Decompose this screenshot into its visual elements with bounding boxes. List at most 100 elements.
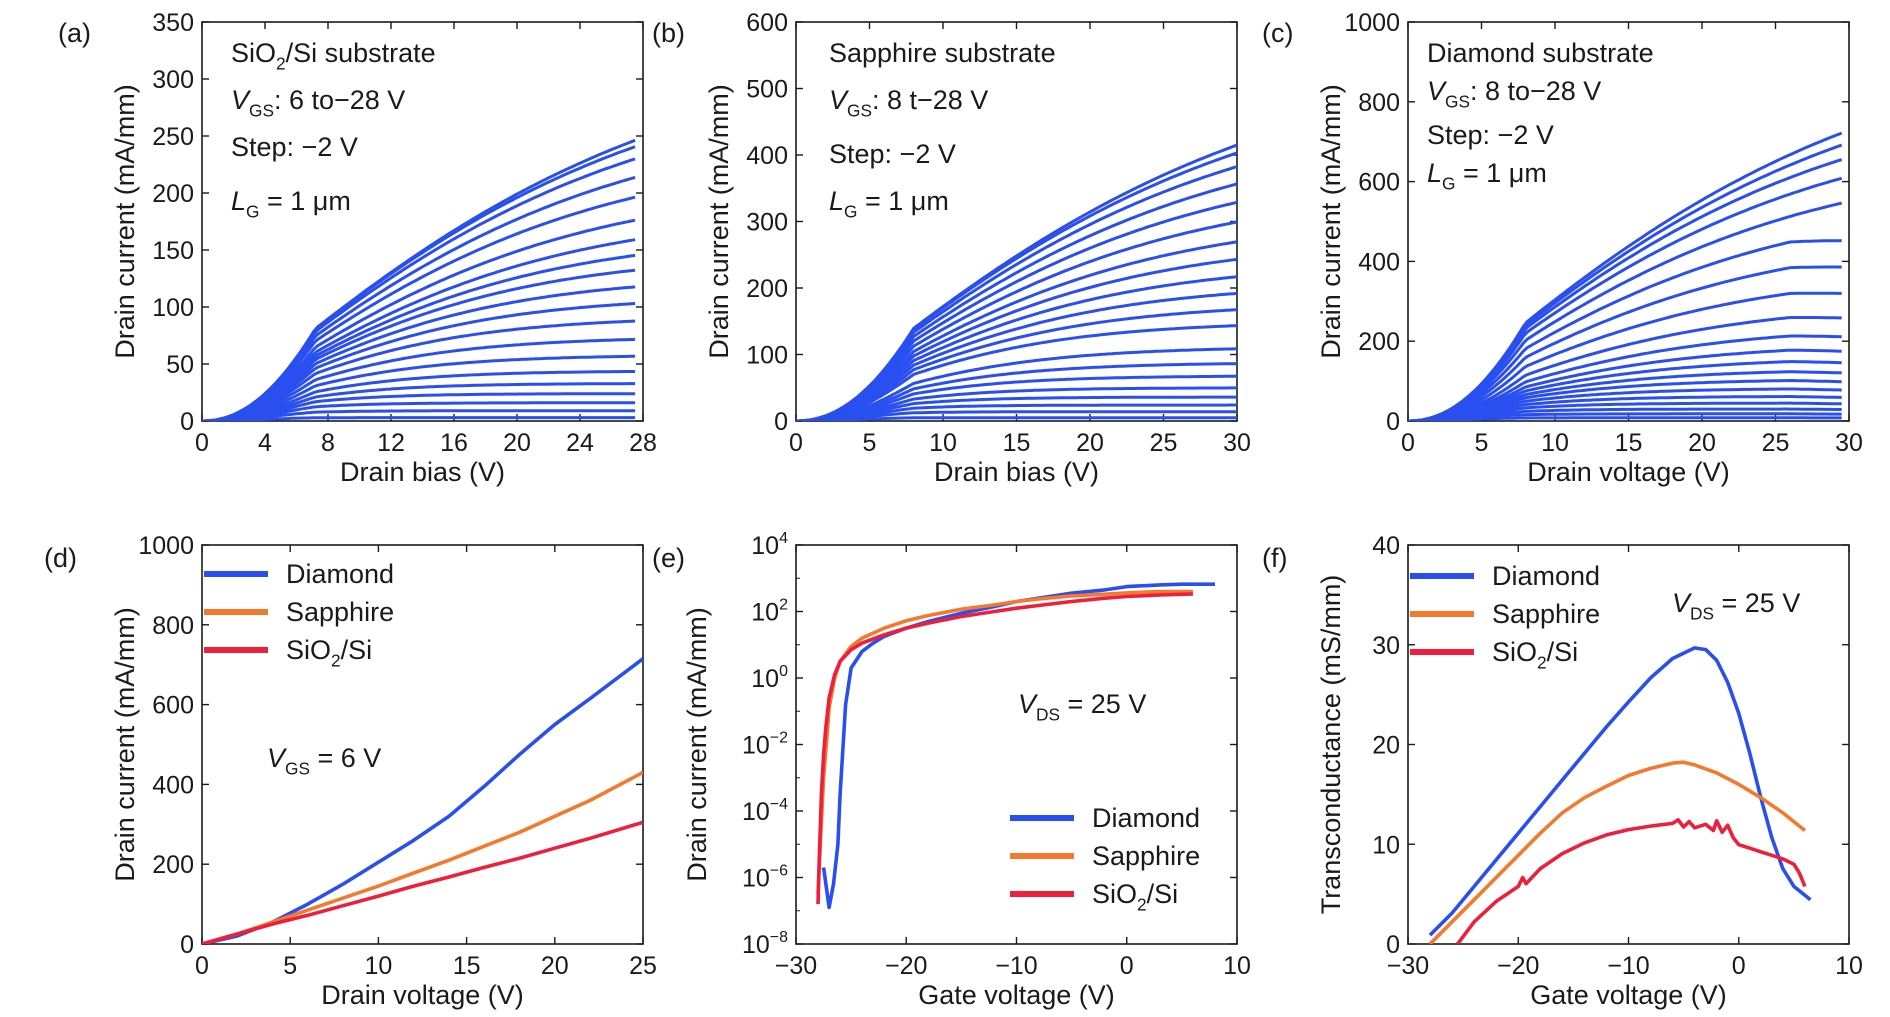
legend-label: SiO2/Si xyxy=(1092,879,1178,915)
output-curve xyxy=(796,143,1237,421)
y-tick-label: 800 xyxy=(152,612,194,640)
x-tick-label: 10 xyxy=(1223,952,1251,980)
annotation-main: L xyxy=(829,186,844,216)
y-tick-label: 600 xyxy=(152,692,194,720)
y-tick-label: 1000 xyxy=(1344,9,1400,37)
output-curve xyxy=(796,347,1237,421)
y-tick-label: 600 xyxy=(1358,169,1400,197)
annotation-subscript: 2 xyxy=(1137,895,1147,915)
panel-label: (e) xyxy=(652,543,685,573)
y-tick-label: 0 xyxy=(180,931,194,959)
annotation-text: Sapphire xyxy=(286,597,394,627)
y-tick-label: 10 xyxy=(1372,831,1400,859)
annotation-rest: = 1 μm xyxy=(1455,158,1546,188)
plot-frame xyxy=(201,544,644,945)
x-tick-label: −20 xyxy=(885,952,927,980)
legend: Diamond Sapphire SiO2/Si xyxy=(1010,803,1200,915)
annotation-subscript: GS xyxy=(1445,92,1470,112)
y-tick-label: 10−2 xyxy=(742,730,788,760)
legend-label: Sapphire xyxy=(286,597,394,627)
output-curve xyxy=(796,374,1237,421)
curves xyxy=(1428,646,1812,944)
x-tick-label: 0 xyxy=(789,429,803,457)
x-tick-label: 25 xyxy=(1150,429,1178,457)
y-tick-label: 200 xyxy=(746,275,788,303)
annotation-text: Diamond xyxy=(1092,803,1200,833)
tick-exponent: 0 xyxy=(779,663,788,680)
annotation-main: V xyxy=(1427,76,1448,106)
y-tick-label: 0 xyxy=(1386,408,1400,436)
tick-base: 10 xyxy=(751,665,779,693)
y-tick-label: 30 xyxy=(1372,632,1400,660)
y-tick-label: 400 xyxy=(746,142,788,170)
tick-base: 10 xyxy=(751,599,779,627)
y-tick-label: 0 xyxy=(1386,931,1400,959)
x-tick-label: 20 xyxy=(503,429,531,457)
legend-label: SiO2/Si xyxy=(1492,637,1578,673)
annotation: VGS: 8 to−28 V xyxy=(1427,76,1601,112)
annotation-text: Step: −2 V xyxy=(231,132,358,162)
annotation: Step: −2 V xyxy=(829,139,956,169)
annotation-rest: : 8 to−28 V xyxy=(1470,76,1601,106)
annotation: Step: −2 V xyxy=(1427,120,1554,150)
annotation-subscript: DS xyxy=(1036,705,1060,725)
x-tick-label: 10 xyxy=(929,429,957,457)
legend-label: SiO2/Si xyxy=(286,635,372,671)
x-tick-label: 30 xyxy=(1835,429,1863,457)
y-tick-label: 40 xyxy=(1372,532,1400,560)
panel-label: (c) xyxy=(1262,18,1293,48)
y-tick-label: 300 xyxy=(746,209,788,237)
x-tick-label: 10 xyxy=(1541,429,1569,457)
annotation-subscript: GS xyxy=(249,101,274,121)
output-curve xyxy=(796,403,1237,421)
legend-label: Sapphire xyxy=(1092,841,1200,871)
x-axis-label: Drain voltage (V) xyxy=(1527,457,1730,487)
annotation-rest: = 1 μm xyxy=(259,186,350,216)
output-curve xyxy=(1408,265,1842,421)
annotation-main: V xyxy=(1672,588,1693,618)
output-curve xyxy=(1408,176,1843,421)
y-tick-label: 1000 xyxy=(138,532,194,560)
panel-label: (a) xyxy=(58,18,91,48)
annotation-subscript: G xyxy=(246,202,259,222)
y-tick-label: 350 xyxy=(152,9,194,37)
annotation: VGS: 8 t−28 V xyxy=(829,85,988,121)
y-tick-label: 100 xyxy=(751,663,788,693)
panel-label: (d) xyxy=(44,543,77,573)
y-tick-label: 10−8 xyxy=(742,929,788,959)
panel-b: (b)0 5 10 15 20 25 300100200300400500600Drain … xyxy=(652,9,1251,487)
annotation-main: L xyxy=(1427,158,1442,188)
x-tick-label: 5 xyxy=(863,429,877,457)
annotation-main: SiO xyxy=(286,635,331,665)
y-tick-label: 0 xyxy=(180,408,194,436)
annotation: VDS = 25 V xyxy=(1018,689,1146,725)
tick-base: 10 xyxy=(751,532,779,560)
annotation-main: V xyxy=(267,743,288,773)
annotation-subscript: 2 xyxy=(1537,653,1547,673)
x-tick-label: −10 xyxy=(995,952,1037,980)
annotation-main: SiO xyxy=(1092,879,1137,909)
legend: Diamond Sapphire SiO2/Si xyxy=(204,559,394,671)
annotation-subscript: 2 xyxy=(331,651,341,671)
plot-frame xyxy=(795,21,1238,422)
x-axis-label: Drain bias (V) xyxy=(934,457,1099,487)
tick-base: 10 xyxy=(742,732,770,760)
annotation-main: V xyxy=(829,85,850,115)
x-tick-label: 20 xyxy=(541,952,569,980)
y-axis-label: Drain current (mA/mm) xyxy=(110,607,140,882)
output-curve xyxy=(1408,316,1842,421)
tick-exponent: 2 xyxy=(779,597,788,614)
annotation-text: Sapphire xyxy=(1092,841,1200,871)
x-tick-label: 0 xyxy=(1120,952,1134,980)
legend-label: Diamond xyxy=(286,559,394,589)
x-tick-label: 12 xyxy=(377,429,405,457)
series-sio2si xyxy=(816,592,1193,905)
series-sapphire xyxy=(1428,760,1807,944)
plot-frame xyxy=(201,21,644,422)
annotation-main: V xyxy=(231,85,252,115)
annotation-subscript: G xyxy=(1442,174,1455,194)
curves xyxy=(202,138,636,421)
x-tick-label: 25 xyxy=(629,952,657,980)
series-sio2si xyxy=(1456,818,1807,944)
